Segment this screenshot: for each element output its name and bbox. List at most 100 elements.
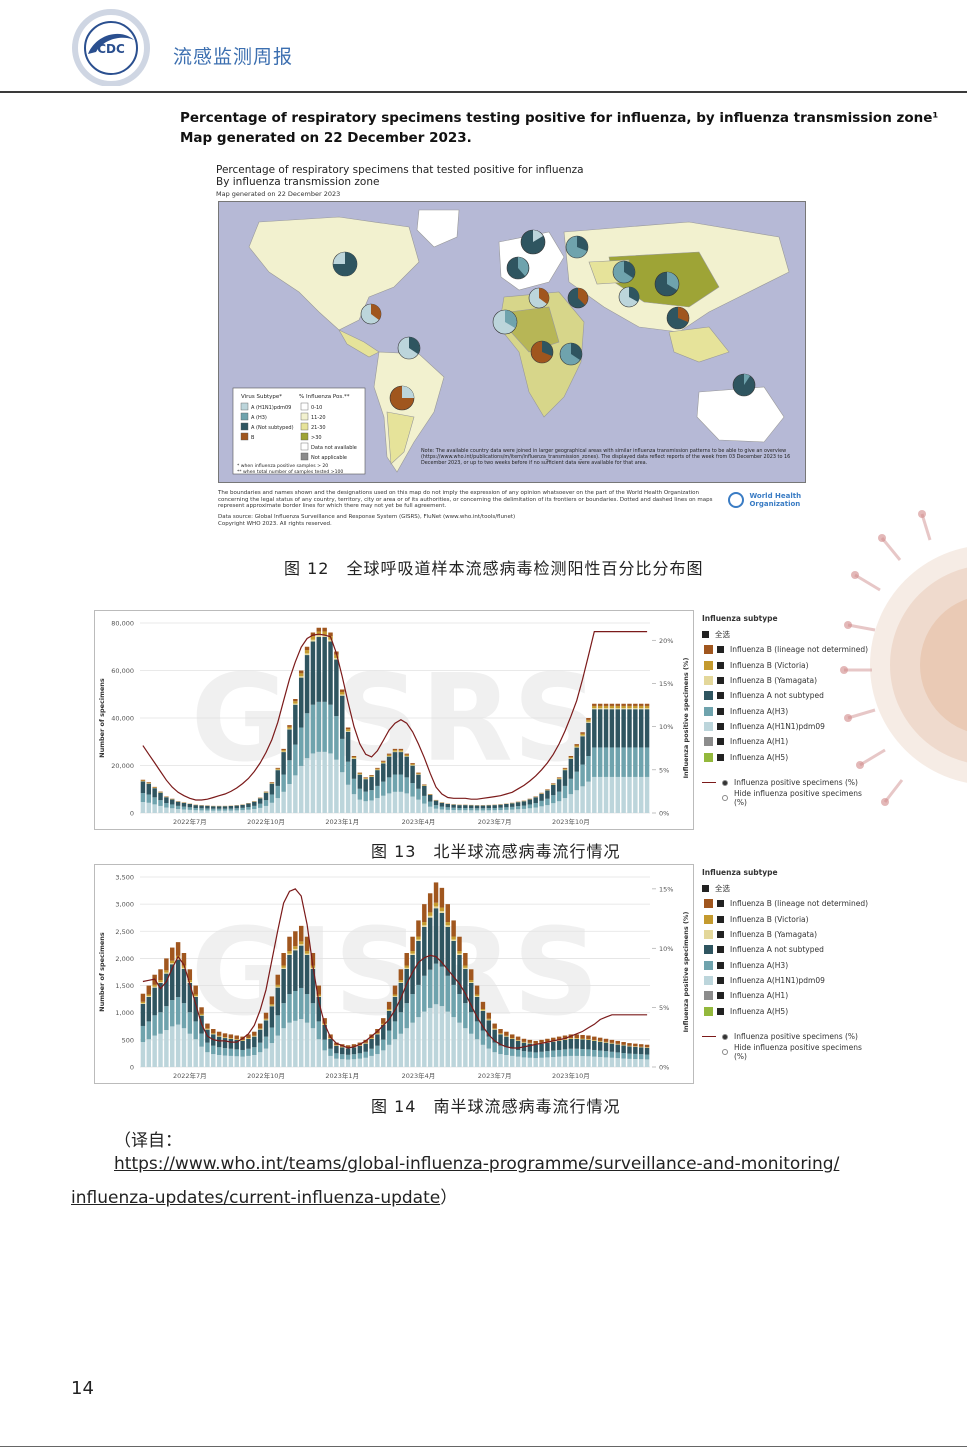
legend-line-option[interactable]: Influenza positive specimens (%) (702, 775, 877, 791)
legend-select-all[interactable]: 全选 (702, 627, 877, 642)
legend-item[interactable]: Influenza B (Victoria) (702, 658, 877, 673)
bar-segment (351, 758, 357, 779)
source-link-line2-text[interactable]: influenza-updates/current-influenza-upda… (71, 1188, 441, 1208)
bar-segment (404, 793, 409, 813)
legend-item[interactable]: Influenza A(H1) (702, 734, 877, 749)
bar-segment (158, 1033, 163, 1067)
checkbox-icon[interactable] (717, 915, 724, 923)
bar-segment (527, 808, 533, 813)
radio-icon[interactable] (721, 795, 728, 802)
checkbox-icon[interactable] (717, 992, 724, 1000)
bar-segment (633, 1043, 638, 1047)
bar-segment (199, 1033, 204, 1047)
legend-item[interactable]: Influenza B (Yamagata) (702, 927, 877, 942)
bar-segment (140, 1003, 146, 1026)
bar-segment (539, 1039, 544, 1043)
checkbox-icon[interactable] (717, 707, 724, 715)
bar-segment (275, 770, 280, 786)
bar-segment (357, 772, 363, 774)
checkbox-icon[interactable] (717, 900, 724, 908)
bar-segment (445, 926, 450, 976)
bar-segment (140, 1003, 146, 1004)
bar-segment (152, 804, 157, 813)
swatch (704, 899, 713, 909)
checkbox-icon[interactable] (702, 885, 709, 893)
legend-item[interactable]: Influenza B (Yamagata) (702, 673, 877, 688)
legend-item[interactable]: Influenza B (lineage not determined) (702, 896, 877, 911)
checkbox-icon[interactable] (717, 692, 724, 700)
bar-segment (281, 750, 286, 752)
north-chart-svg: GISRS020,00040,00060,00080,0000%5%10%15%… (98, 620, 690, 827)
radio-icon[interactable] (722, 779, 728, 786)
legend-item[interactable]: Influenza A(H1N1)pdm09 (702, 973, 877, 988)
bar-segment (533, 807, 538, 813)
checkbox-icon[interactable] (702, 631, 709, 639)
checkbox-icon[interactable] (717, 753, 724, 761)
legend-item[interactable]: Influenza A not subtyped (702, 942, 877, 957)
north-legend: Influenza subtype 全选 Influenza B (lineag… (702, 614, 877, 807)
legend-item[interactable]: Influenza A(H1N1)pdm09 (702, 719, 877, 734)
bar-segment (216, 808, 222, 811)
bar-segment (492, 1042, 497, 1053)
checkbox-icon[interactable] (717, 961, 724, 969)
legend-item[interactable]: Influenza B (Victoria) (702, 912, 877, 927)
checkbox-icon[interactable] (717, 677, 724, 685)
bar-segment (615, 1043, 620, 1045)
bar-segment (345, 729, 351, 731)
bar-segment (222, 808, 228, 811)
bar-segment (504, 803, 509, 808)
legend-item[interactable]: Influenza A(H1) (702, 988, 877, 1003)
bar-segment (263, 1036, 269, 1049)
bar-segment (351, 757, 357, 759)
legend-item[interactable]: Influenza A not subtyped (702, 688, 877, 703)
bar-segment (627, 776, 632, 813)
bar-segment (638, 708, 644, 710)
bar-segment (193, 1021, 198, 1040)
legend-item[interactable]: Influenza A(H5) (702, 1003, 877, 1018)
checkbox-icon[interactable] (717, 738, 724, 746)
legend-line-option[interactable]: Influenza positive specimens (%) (702, 1029, 877, 1045)
checkbox-icon[interactable] (717, 646, 724, 654)
bar-segment (468, 1033, 474, 1067)
bar-segment (457, 954, 462, 995)
legend-item[interactable]: Influenza A(H3) (702, 957, 877, 972)
bar-segment (556, 1056, 562, 1067)
legend-item[interactable]: Influenza A(H5) (702, 749, 877, 764)
checkbox-icon[interactable] (717, 1007, 724, 1015)
legend-hide-option[interactable]: Hide influenza positive specimens (%) (702, 789, 877, 807)
source-link-line2[interactable]: influenza-updates/current-influenza-upda… (71, 1183, 457, 1208)
bar-segment (322, 1018, 327, 1024)
bar-segment (175, 801, 181, 806)
checkbox-icon[interactable] (717, 931, 724, 939)
bar-segment (170, 808, 175, 813)
bar-segment (609, 705, 615, 709)
legend-hide-option[interactable]: Hide influenza positive specimens (%) (702, 1043, 877, 1061)
bar-segment (568, 756, 574, 758)
bar-segment (164, 807, 169, 813)
legend-item[interactable]: Influenza A(H3) (702, 703, 877, 718)
map-data-source: Data source: Global Influenza Surveillan… (218, 514, 516, 520)
radio-icon[interactable] (722, 1033, 728, 1040)
bar-segment (633, 709, 638, 748)
bar-segment (521, 1038, 527, 1042)
checkbox-icon[interactable] (717, 722, 724, 730)
bar-segment (644, 747, 650, 777)
x-tick-label: 2023年4月 (402, 817, 436, 826)
checkbox-icon[interactable] (717, 946, 724, 954)
bar-segment (480, 1030, 486, 1045)
bar-segment (228, 1038, 234, 1049)
bar-segment (275, 768, 280, 770)
source-link-line1[interactable]: https://www.who.int/teams/global-influen… (114, 1154, 840, 1174)
checkbox-icon[interactable] (717, 661, 724, 669)
radio-icon[interactable] (721, 1049, 728, 1056)
bar-segment (463, 968, 468, 1004)
bar-segment (345, 761, 351, 785)
checkbox-icon[interactable] (717, 976, 724, 984)
bar-segment (597, 1050, 603, 1058)
legend-item[interactable]: Influenza B (lineage not determined) (702, 642, 877, 657)
bar-segment (498, 1034, 503, 1046)
bar-segment (545, 790, 550, 799)
bar-segment (404, 1003, 409, 1029)
legend-select-all[interactable]: 全选 (702, 881, 877, 896)
bar-segment (345, 730, 351, 732)
